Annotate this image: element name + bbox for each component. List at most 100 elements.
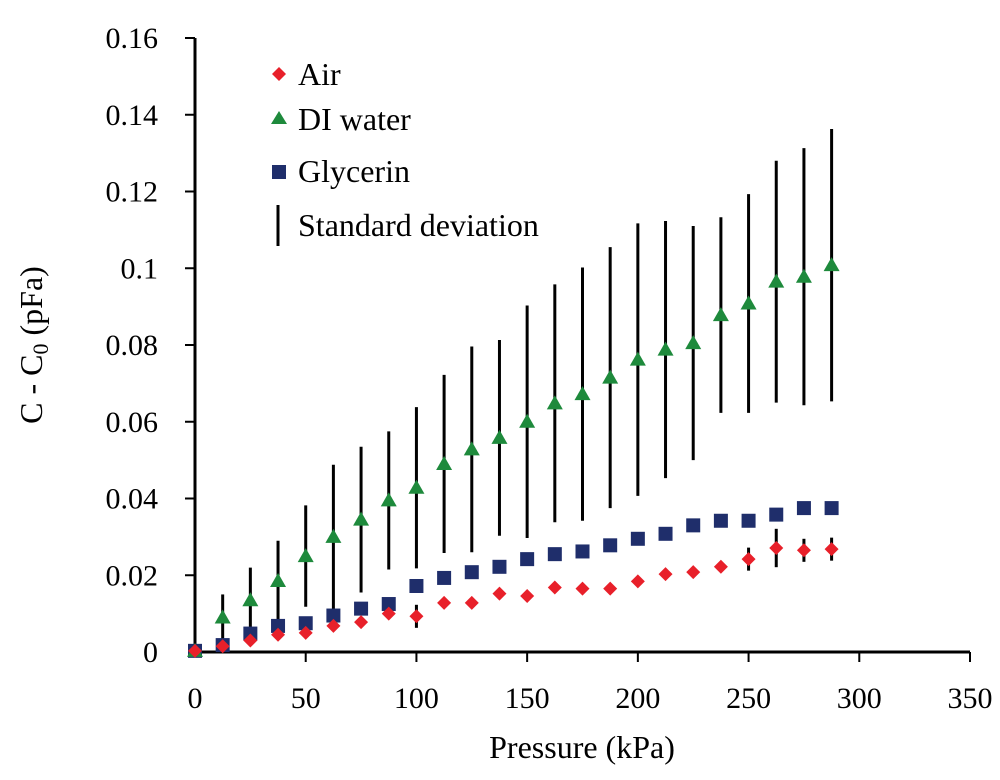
legend-label-glycerin: Glycerin bbox=[298, 153, 410, 189]
point-air bbox=[354, 615, 369, 630]
point-di-water bbox=[436, 455, 453, 470]
point-air bbox=[630, 574, 645, 589]
point-di-water bbox=[657, 341, 674, 356]
point-air bbox=[298, 625, 313, 640]
point-glycerin bbox=[686, 518, 701, 533]
point-di-water bbox=[325, 528, 342, 543]
legend-marker-di-water bbox=[271, 111, 287, 124]
point-di-water bbox=[242, 592, 259, 607]
point-di-water bbox=[546, 395, 563, 410]
point-air bbox=[603, 581, 618, 596]
point-air bbox=[243, 633, 258, 648]
point-glycerin bbox=[271, 618, 286, 633]
y-tick-label: 0.04 bbox=[106, 483, 159, 516]
y-tick-label: 0.14 bbox=[106, 99, 159, 132]
point-glycerin bbox=[492, 559, 507, 574]
y-axis-title-subscript: 0 bbox=[28, 343, 53, 354]
y-tick-label: 0.06 bbox=[106, 406, 159, 439]
x-tick-label: 150 bbox=[505, 682, 550, 715]
legend-item-di-water: DI water bbox=[271, 101, 411, 137]
point-glycerin bbox=[630, 531, 645, 546]
point-glycerin bbox=[326, 608, 341, 623]
markers bbox=[187, 257, 840, 658]
legend-item-standard-deviation: Standard deviation bbox=[276, 205, 539, 246]
point-glycerin bbox=[741, 513, 756, 528]
legend-item-air: Air bbox=[272, 56, 341, 92]
point-air bbox=[492, 586, 507, 601]
x-tick-label: 50 bbox=[291, 682, 321, 715]
point-air bbox=[215, 639, 230, 654]
point-di-water bbox=[823, 257, 840, 272]
y-axis-title: C - C0 (pFa) bbox=[13, 266, 53, 424]
y-tick-label: 0 bbox=[143, 636, 158, 669]
point-glycerin bbox=[520, 552, 535, 567]
legend-item-glycerin: Glycerin bbox=[272, 153, 410, 189]
point-glycerin bbox=[824, 501, 839, 516]
point-di-water bbox=[712, 307, 729, 322]
x-tick-label: 100 bbox=[394, 682, 439, 715]
point-di-water bbox=[519, 413, 536, 428]
point-air bbox=[769, 541, 784, 556]
y-axis-title-unit: (pFa) bbox=[13, 266, 49, 343]
point-air bbox=[741, 552, 756, 567]
point-di-water bbox=[408, 479, 425, 494]
point-air bbox=[796, 543, 811, 558]
point-di-water bbox=[491, 429, 508, 444]
point-air bbox=[271, 627, 286, 642]
x-tick-label: 200 bbox=[615, 682, 660, 715]
y-tick-label: 0.1 bbox=[121, 252, 159, 285]
x-tick-label: 250 bbox=[726, 682, 771, 715]
legend-label-di-water: DI water bbox=[298, 101, 411, 137]
legend-label-air: Air bbox=[298, 56, 341, 92]
point-air bbox=[409, 609, 424, 624]
point-di-water bbox=[380, 492, 397, 507]
x-tick-label: 0 bbox=[188, 682, 203, 715]
point-di-water bbox=[685, 335, 702, 350]
point-glycerin bbox=[437, 570, 452, 585]
point-air bbox=[575, 581, 590, 596]
point-glycerin bbox=[796, 501, 811, 516]
point-glycerin bbox=[381, 597, 396, 612]
point-di-water bbox=[768, 273, 785, 288]
point-glycerin bbox=[464, 565, 479, 580]
point-di-water bbox=[602, 369, 619, 384]
point-di-water bbox=[740, 295, 757, 310]
point-air bbox=[437, 595, 452, 610]
point-air bbox=[326, 618, 341, 633]
point-air bbox=[381, 606, 396, 621]
ticks: 0 50 100 150 200 250 300 350 0 0.02 0.04 0.06 0.08 0.… bbox=[106, 22, 993, 715]
point-di-water bbox=[297, 548, 314, 563]
legend-marker-air bbox=[272, 67, 286, 81]
y-tick-label: 0.12 bbox=[106, 176, 159, 209]
legend-marker-glycerin bbox=[272, 165, 286, 179]
point-glycerin bbox=[354, 601, 369, 616]
point-air bbox=[824, 542, 839, 557]
point-air bbox=[188, 643, 202, 658]
point-glycerin bbox=[547, 547, 562, 562]
point-glycerin bbox=[769, 507, 784, 522]
legend-label-standard-deviation: Standard deviation bbox=[298, 207, 539, 243]
point-di-water bbox=[574, 386, 591, 401]
point-di-water bbox=[463, 441, 480, 456]
y-axis-title-main: C - C bbox=[13, 354, 49, 423]
point-glycerin bbox=[603, 538, 618, 553]
y-tick-label: 0.16 bbox=[106, 22, 159, 55]
point-di-water bbox=[214, 609, 231, 624]
point-di-water bbox=[353, 511, 370, 526]
x-tick-label: 300 bbox=[837, 682, 882, 715]
point-glycerin bbox=[713, 513, 728, 528]
point-air bbox=[658, 567, 673, 582]
point-glycerin bbox=[658, 526, 673, 541]
point-di-water bbox=[270, 573, 287, 588]
point-glycerin bbox=[298, 616, 313, 631]
point-air bbox=[520, 588, 535, 603]
point-air bbox=[547, 580, 562, 595]
point-di-water bbox=[795, 268, 812, 283]
point-di-water bbox=[629, 351, 646, 366]
point-air bbox=[686, 565, 701, 580]
x-tick-label: 350 bbox=[948, 682, 993, 715]
point-glycerin bbox=[409, 578, 424, 593]
point-air bbox=[464, 595, 479, 610]
y-tick-label: 0.08 bbox=[106, 329, 159, 362]
